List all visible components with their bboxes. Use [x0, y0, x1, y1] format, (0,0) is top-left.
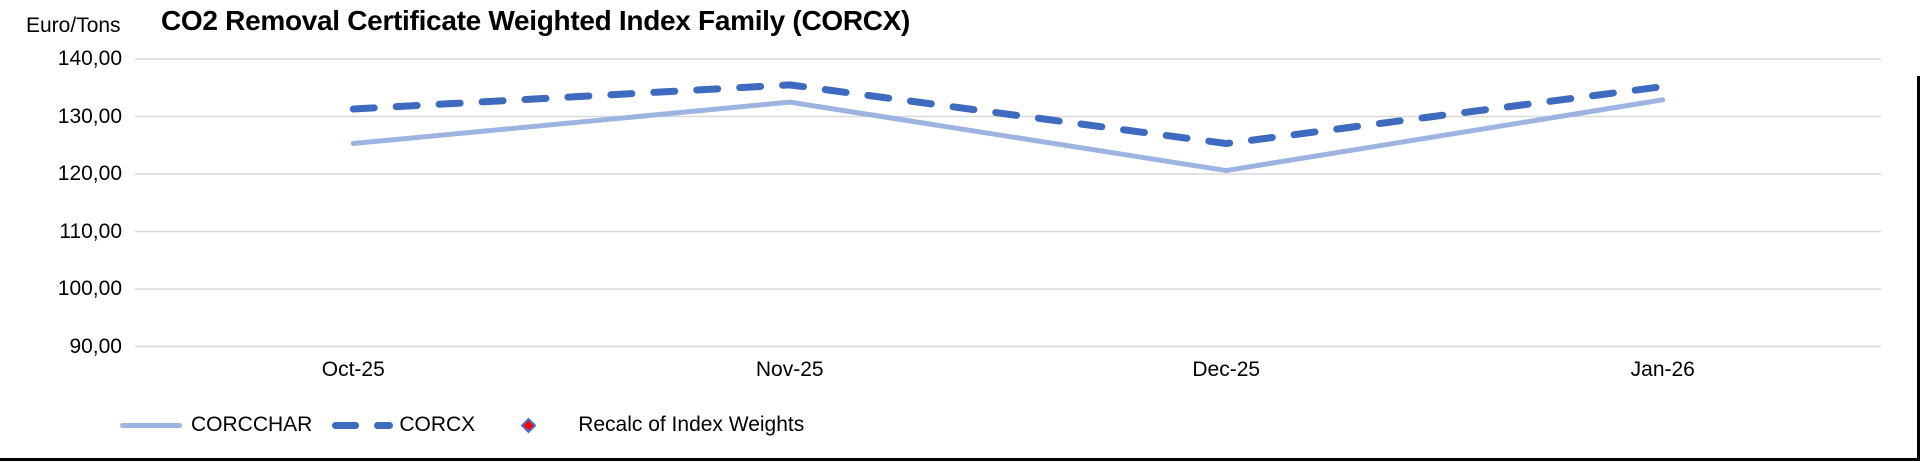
corcchar-line-swatch [120, 422, 182, 428]
recalc-diamond-icon [520, 417, 537, 433]
y-tick-label: 90,00 [69, 334, 122, 358]
dash-segment [374, 421, 394, 429]
series-line-corcx [349, 81, 1667, 148]
y-tick-label: 130,00 [57, 104, 122, 128]
legend-label-corcchar: CORCCHAR [191, 413, 313, 436]
corcx-dashed-swatch [332, 421, 394, 429]
y-tick-label: 110,00 [59, 219, 122, 243]
y-tick-label: 100,00 [57, 277, 122, 300]
x-tick-label: Jan-26 [1630, 358, 1695, 381]
window-bottom-border [0, 458, 1920, 461]
series-line-corcchar [350, 97, 1666, 174]
chart-legend: CORCCHAR CORCX Recalc of Index Weights [120, 411, 804, 439]
chart-title: CO2 Removal Certificate Weighted Index F… [161, 5, 911, 36]
y-tick-label: 140,00 [57, 47, 122, 70]
x-tick-label: Nov-25 [755, 358, 824, 381]
dash-segment [332, 421, 360, 429]
y-tick-label: 120,00 [57, 162, 122, 185]
legend-label-corcx: CORCX [399, 413, 476, 436]
window-right-border [1917, 76, 1920, 461]
y-axis-unit-label: Euro/Tons [26, 14, 121, 37]
legend-label-recalc: Recalc of Index Weights [578, 413, 805, 436]
x-tick-label: Dec-25 [1192, 358, 1261, 381]
x-tick-label: Oct-25 [321, 358, 385, 381]
